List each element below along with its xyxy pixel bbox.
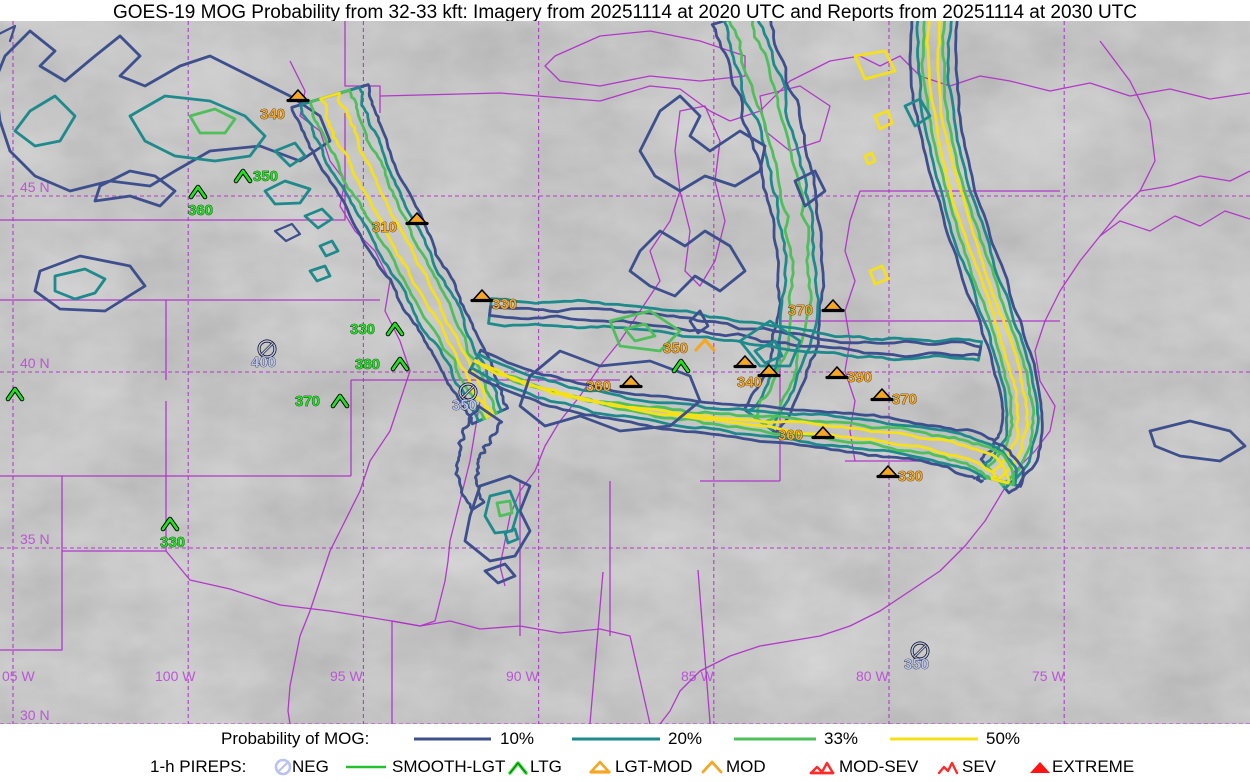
svg-text:350: 350	[663, 340, 688, 357]
svg-text:MOD-SEV: MOD-SEV	[839, 757, 919, 776]
svg-text:350: 350	[452, 397, 477, 414]
svg-text:100 W: 100 W	[155, 668, 196, 684]
svg-text:LGT-MOD: LGT-MOD	[615, 757, 692, 776]
svg-text:380: 380	[355, 356, 380, 373]
svg-text:370: 370	[892, 391, 917, 408]
svg-text:350: 350	[253, 168, 278, 185]
svg-text:310: 310	[372, 219, 397, 236]
svg-text:400: 400	[251, 354, 276, 371]
svg-text:330: 330	[492, 296, 517, 313]
svg-text:SEV: SEV	[962, 757, 997, 776]
svg-text:LTG: LTG	[530, 757, 562, 776]
svg-text:370: 370	[788, 302, 813, 319]
svg-text:33%: 33%	[824, 729, 858, 748]
svg-text:390: 390	[847, 369, 872, 386]
svg-text:20%: 20%	[668, 729, 702, 748]
svg-text:330: 330	[898, 468, 923, 485]
svg-text:40 N: 40 N	[20, 355, 50, 371]
svg-text:80 W: 80 W	[856, 668, 889, 684]
svg-text:05 W: 05 W	[2, 668, 35, 684]
svg-text:EXTREME: EXTREME	[1052, 757, 1134, 776]
svg-text:340: 340	[260, 106, 285, 123]
svg-text:NEG: NEG	[292, 757, 329, 776]
svg-text:330: 330	[160, 534, 185, 551]
svg-text:10%: 10%	[500, 729, 534, 748]
svg-text:85 W: 85 W	[681, 668, 714, 684]
svg-text:360: 360	[188, 202, 213, 219]
svg-text:30 N: 30 N	[20, 707, 50, 723]
svg-text:360: 360	[778, 427, 803, 444]
svg-text:75 W: 75 W	[1032, 668, 1065, 684]
svg-text:1-h PIREPS:: 1-h PIREPS:	[150, 757, 246, 776]
svg-text:50%: 50%	[986, 729, 1020, 748]
svg-text:90 W: 90 W	[506, 668, 539, 684]
svg-text:370: 370	[295, 393, 320, 410]
svg-text:Probability of MOG:: Probability of MOG:	[221, 729, 369, 748]
svg-text:350: 350	[904, 656, 929, 673]
svg-text:MOD: MOD	[726, 757, 766, 776]
svg-text:330: 330	[350, 321, 375, 338]
svg-text:95 W: 95 W	[330, 668, 363, 684]
svg-text:SMOOTH-LGT: SMOOTH-LGT	[392, 757, 505, 776]
svg-text:35 N: 35 N	[20, 531, 50, 547]
svg-text:360: 360	[586, 378, 611, 395]
